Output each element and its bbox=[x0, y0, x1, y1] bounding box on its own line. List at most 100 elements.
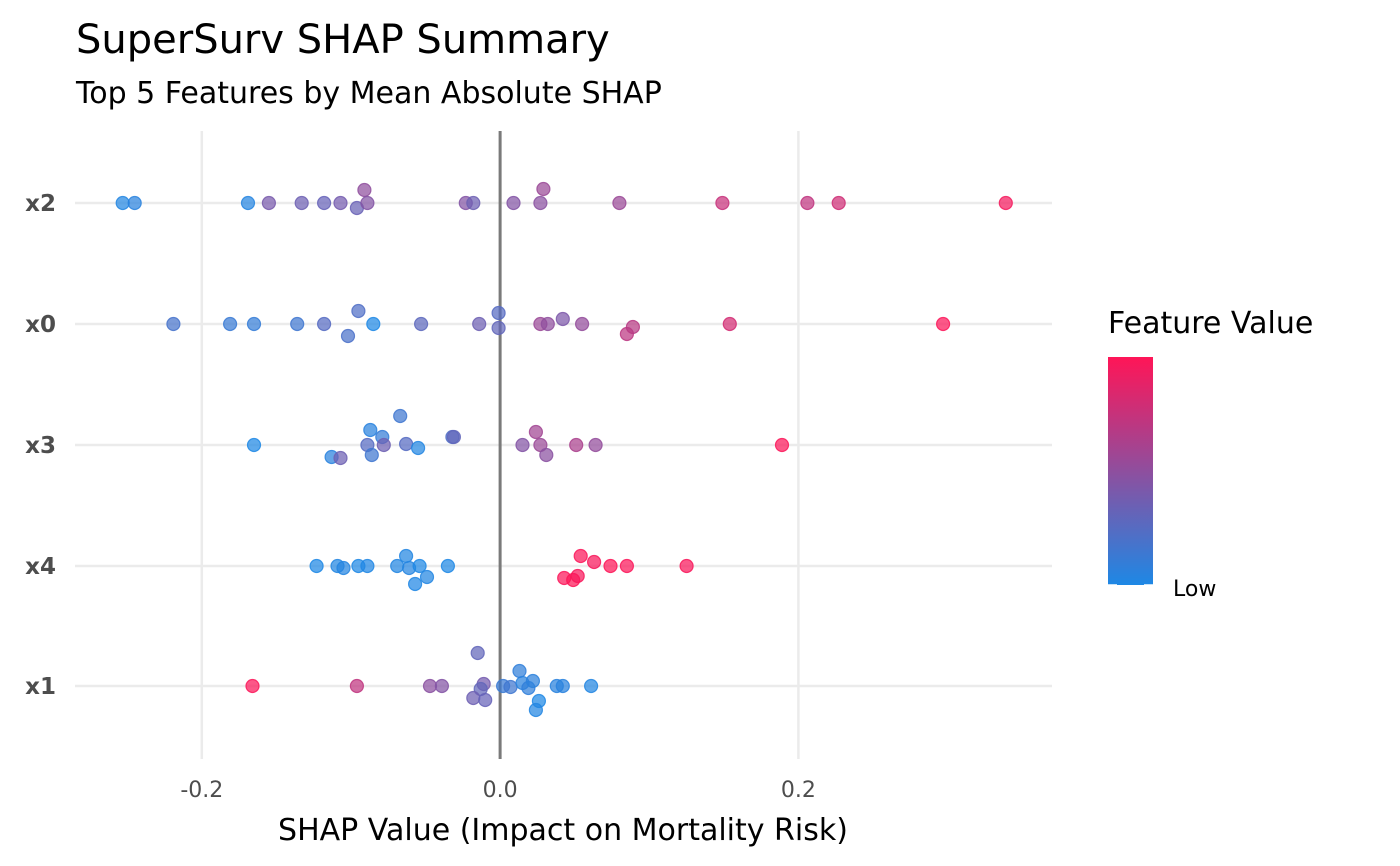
data-point bbox=[478, 692, 493, 708]
y-tick-label-x1: x1 bbox=[25, 674, 56, 700]
data-point bbox=[679, 558, 694, 574]
legend-title: Feature Value bbox=[1108, 306, 1313, 341]
points bbox=[115, 181, 1013, 718]
data-point bbox=[240, 195, 256, 211]
data-point bbox=[419, 569, 435, 585]
data-point bbox=[333, 450, 348, 466]
data-point bbox=[246, 316, 262, 332]
data-point bbox=[399, 436, 414, 452]
x-axis-label: SHAP Value (Impact on Mortality Risk) bbox=[278, 813, 848, 848]
series-x1 bbox=[245, 645, 599, 718]
legend-low-label: Low bbox=[1173, 577, 1216, 602]
data-point bbox=[446, 429, 461, 445]
data-point bbox=[588, 437, 603, 453]
data-point bbox=[261, 195, 276, 211]
data-point bbox=[349, 678, 364, 694]
series-x4 bbox=[309, 548, 694, 592]
data-point bbox=[422, 678, 438, 694]
data-point bbox=[619, 558, 635, 574]
chart-title: SuperSurv SHAP Summary bbox=[76, 17, 610, 63]
data-point bbox=[722, 316, 737, 332]
data-point bbox=[336, 560, 351, 576]
data-point bbox=[317, 316, 332, 332]
data-point bbox=[470, 645, 485, 661]
data-point bbox=[503, 679, 518, 695]
data-point bbox=[351, 303, 366, 319]
data-point bbox=[525, 673, 541, 689]
data-point bbox=[625, 319, 641, 335]
data-point bbox=[774, 437, 790, 453]
data-point bbox=[115, 195, 130, 211]
data-point bbox=[366, 316, 381, 332]
y-tick-label-x3: x3 bbox=[25, 433, 56, 459]
grid bbox=[75, 131, 1052, 759]
data-point bbox=[127, 195, 142, 211]
data-point bbox=[574, 316, 590, 332]
data-point bbox=[540, 316, 555, 332]
series-x0 bbox=[166, 303, 951, 344]
data-point bbox=[411, 440, 426, 456]
data-point bbox=[555, 678, 570, 694]
data-point bbox=[223, 316, 238, 332]
x-tick-label: 0.2 bbox=[781, 778, 816, 803]
data-point bbox=[935, 316, 951, 332]
data-point bbox=[393, 408, 408, 424]
series-x3 bbox=[246, 408, 790, 466]
data-point bbox=[528, 424, 544, 440]
data-point bbox=[363, 422, 378, 438]
data-point bbox=[528, 702, 544, 718]
data-point bbox=[831, 195, 846, 211]
data-point bbox=[466, 195, 481, 211]
x-tick-label: 0.0 bbox=[483, 778, 518, 803]
data-point bbox=[491, 305, 506, 321]
data-point bbox=[603, 558, 618, 574]
chart-subtitle: Top 5 Features by Mean Absolute SHAP bbox=[75, 76, 662, 111]
data-point bbox=[569, 437, 584, 453]
color-legend: Feature Value Low bbox=[1108, 306, 1313, 602]
data-point bbox=[466, 690, 481, 706]
data-point bbox=[246, 437, 262, 453]
data-point bbox=[166, 316, 181, 332]
data-point bbox=[533, 195, 548, 211]
data-point bbox=[612, 195, 627, 211]
data-point bbox=[412, 558, 427, 574]
data-point bbox=[360, 195, 375, 211]
y-tick-label-x0: x0 bbox=[25, 312, 56, 338]
data-point bbox=[586, 554, 602, 570]
data-point bbox=[434, 678, 449, 694]
data-point bbox=[357, 182, 372, 198]
data-point bbox=[583, 678, 599, 694]
x-tick-label: -0.2 bbox=[180, 778, 223, 803]
data-point bbox=[245, 678, 260, 694]
data-point bbox=[536, 181, 551, 197]
y-axis-ticks: x2 x0 x3 x4 x1 bbox=[25, 191, 56, 700]
data-point bbox=[512, 663, 527, 679]
data-point bbox=[317, 195, 332, 211]
data-point bbox=[506, 195, 521, 211]
data-point bbox=[360, 558, 375, 574]
legend-colorbar bbox=[1108, 357, 1153, 585]
data-point bbox=[715, 195, 730, 211]
data-point bbox=[309, 558, 324, 574]
data-point bbox=[472, 316, 487, 332]
data-point bbox=[800, 195, 815, 211]
data-point bbox=[414, 316, 429, 332]
data-point bbox=[998, 195, 1013, 211]
data-point bbox=[340, 328, 356, 344]
data-point bbox=[294, 195, 309, 211]
data-point bbox=[573, 548, 588, 564]
data-point bbox=[333, 195, 348, 211]
data-point bbox=[399, 548, 414, 564]
y-tick-label-x2: x2 bbox=[25, 191, 56, 217]
data-point bbox=[376, 437, 391, 453]
data-point bbox=[364, 447, 379, 463]
data-point bbox=[539, 447, 554, 463]
y-tick-label-x4: x4 bbox=[25, 554, 56, 580]
data-point bbox=[491, 320, 506, 336]
data-point bbox=[290, 316, 305, 332]
data-point bbox=[408, 576, 423, 592]
data-point bbox=[515, 437, 530, 453]
data-point bbox=[570, 568, 585, 584]
data-point bbox=[555, 311, 570, 327]
